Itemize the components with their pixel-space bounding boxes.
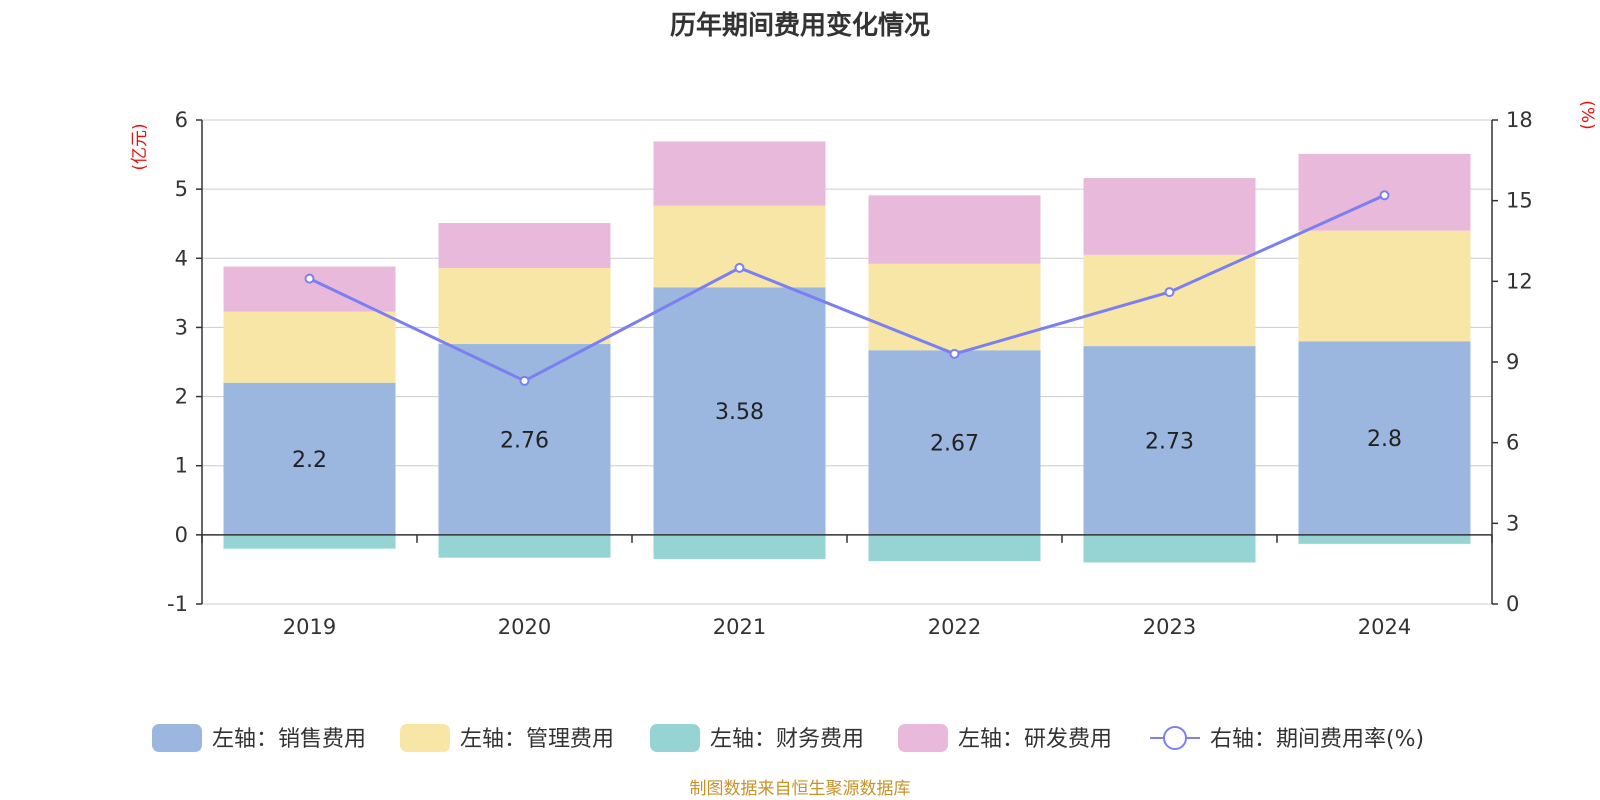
category-label: 2022 (928, 615, 981, 639)
right-axis-unit: (%) (1577, 100, 1597, 129)
right-tick-label: 0 (1506, 592, 1519, 616)
bar (1298, 534, 1471, 544)
legend-item[interactable]: 左轴：研发费用 (898, 724, 1112, 752)
rate-line-series (304, 190, 1390, 386)
bar (223, 266, 396, 312)
rate-point (1164, 287, 1175, 298)
left-tick-label: -1 (167, 592, 188, 616)
bar (868, 534, 1041, 562)
rate-point (1379, 190, 1390, 201)
bar (653, 141, 826, 206)
legend-swatch (650, 724, 700, 752)
left-tick-label: 5 (175, 177, 188, 201)
bar (1083, 254, 1256, 347)
bar-data-label: 2.8 (1367, 427, 1402, 452)
right-tick-label: 18 (1506, 108, 1533, 132)
left-axis-unit: (亿元) (130, 123, 150, 170)
left-tick-label: 4 (175, 246, 188, 270)
data-labels: 2.2 2.76 3.58 2.67 2.73 2.8 (292, 400, 1402, 473)
left-tick-label: 1 (175, 454, 188, 478)
bar (1298, 230, 1471, 342)
bar (223, 311, 396, 383)
bar (653, 287, 826, 535)
left-tick-label: 3 (175, 315, 188, 339)
bar-data-label: 3.58 (715, 400, 764, 425)
legend-item[interactable]: 左轴：销售费用 (152, 724, 366, 752)
legend-item[interactable]: 左轴：财务费用 (650, 724, 864, 752)
bar (1083, 178, 1256, 255)
bar-data-label: 2.73 (1145, 429, 1194, 454)
legend-label: 左轴：管理费用 (460, 727, 614, 752)
legend-item[interactable]: 右轴：期间费用率(%) (1150, 726, 1424, 752)
bar (1298, 341, 1471, 535)
category-label: 2019 (283, 615, 336, 639)
rate-point (519, 375, 530, 386)
bar (1083, 346, 1256, 535)
bar (438, 223, 611, 268)
legend-swatch (152, 724, 202, 752)
bar (223, 534, 396, 549)
bar (868, 195, 1041, 264)
category-label: 2020 (498, 615, 551, 639)
source-note: 制图数据来自恒生聚源数据库 (690, 779, 911, 799)
rate-point (304, 273, 315, 284)
bar-data-label: 2.2 (292, 448, 327, 473)
bar-series (223, 141, 1471, 563)
legend-label: 右轴：期间费用率(%) (1210, 727, 1424, 752)
right-tick-label: 12 (1506, 269, 1533, 293)
left-tick-label: 2 (175, 385, 188, 409)
right-tick-label: 9 (1506, 350, 1519, 374)
bar (868, 263, 1041, 351)
chart-title: 历年期间费用变化情况 (670, 10, 930, 41)
bar (868, 350, 1041, 535)
bar (653, 205, 826, 288)
legend-marker (1163, 726, 1187, 750)
rate-point (734, 262, 745, 273)
category-label: 2023 (1143, 615, 1196, 639)
left-tick-label: 0 (175, 523, 188, 547)
legend[interactable]: 左轴：销售费用 左轴：管理费用 左轴：财务费用 左轴：研发费用 右轴：期间费用率(%) (152, 724, 1424, 752)
legend-label: 左轴：财务费用 (710, 727, 864, 752)
legend-swatch (400, 724, 450, 752)
category-label: 2024 (1358, 615, 1411, 639)
legend-swatch (898, 724, 948, 752)
rate-point (949, 348, 960, 359)
bar-data-label: 2.67 (930, 432, 979, 457)
bar (438, 267, 611, 345)
right-tick-label: 6 (1506, 431, 1519, 455)
bar (223, 382, 396, 535)
right-tick-label: 3 (1506, 511, 1519, 535)
legend-label: 左轴：销售费用 (212, 727, 366, 752)
legend-item[interactable]: 左轴：管理费用 (400, 724, 614, 752)
legend-label: 左轴：研发费用 (958, 727, 1112, 752)
bar (653, 534, 826, 560)
left-tick-label: 6 (175, 108, 188, 132)
category-label: 2021 (713, 615, 766, 639)
bar (1083, 534, 1256, 563)
bar (438, 534, 611, 558)
right-tick-label: 15 (1506, 189, 1533, 213)
bar-data-label: 2.76 (500, 428, 549, 453)
rate-line (308, 193, 1386, 383)
